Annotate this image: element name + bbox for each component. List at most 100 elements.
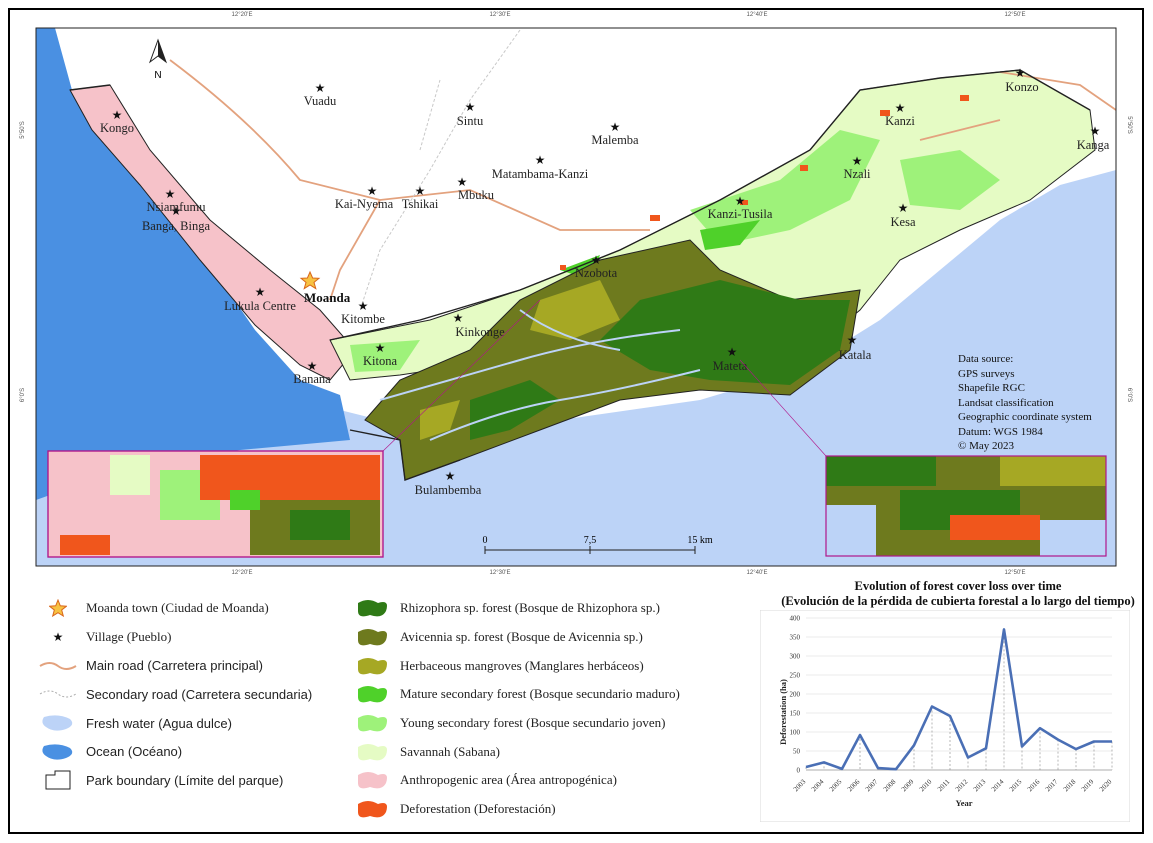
svg-text:Nsiamfumu: Nsiamfumu <box>146 200 206 214</box>
svg-text:0: 0 <box>483 535 488 546</box>
park-boundary-icon <box>38 768 78 792</box>
mature-secondary-patches <box>560 220 760 280</box>
svg-text:12°40'E: 12°40'E <box>747 12 768 18</box>
mangrove-channels <box>379 309 701 441</box>
svg-text:12°20'E: 12°20'E <box>232 12 253 18</box>
chart-y-tick-label: 0 <box>797 767 801 775</box>
moanda-town-marker <box>299 270 321 290</box>
fresh-water-swatch-icon <box>38 711 78 735</box>
avicennia-swatch-icon <box>352 625 392 649</box>
svg-text:★: ★ <box>112 108 123 122</box>
svg-text:Vuadu: Vuadu <box>304 94 337 108</box>
deforestation-swatch-icon <box>352 797 392 821</box>
svg-text:12°30'E: 12°30'E <box>490 12 511 18</box>
svg-text:Banga, Binga: Banga, Binga <box>142 219 210 233</box>
svg-text:★: ★ <box>847 333 858 347</box>
svg-text:★: ★ <box>445 469 456 483</box>
legend-park-boundary: Park boundary (Límite del parque) <box>38 766 348 795</box>
svg-text:Matambama-Kanzi: Matambama-Kanzi <box>492 167 589 181</box>
svg-text:★: ★ <box>307 359 318 373</box>
svg-text:★: ★ <box>367 184 378 198</box>
svg-text:★: ★ <box>375 341 386 355</box>
svg-text:Mbuku: Mbuku <box>458 188 495 202</box>
legend-secondary-road: Secondary road (Carretera secundaria) <box>38 680 348 709</box>
svg-text:N: N <box>154 70 161 81</box>
svg-text:Moanda: Moanda <box>304 290 351 305</box>
inset-right <box>825 455 1107 557</box>
svg-text:★: ★ <box>457 175 468 189</box>
legend-main-road: Main road (Carretera principal) <box>38 651 348 680</box>
village-markers: ★ ★ ★ ★ ★ ★ ★ ★ ★ ★ ★ ★ ★ ★ ★ ★ ★ ★ ★ ★ … <box>112 66 1101 483</box>
legend-left: Moanda town (Ciudad de Moanda) ★ Village… <box>38 594 348 795</box>
inset-left-leader <box>382 299 541 452</box>
map-border <box>35 27 1117 567</box>
scale-bar: 0 7,5 15 km <box>483 535 713 554</box>
svg-text:5°50'S: 5°50'S <box>20 121 26 139</box>
svg-text:Malemba: Malemba <box>591 133 639 147</box>
svg-text:Banana: Banana <box>293 372 331 386</box>
svg-text:Mateta: Mateta <box>713 359 748 373</box>
svg-text:6°0'S: 6°0'S <box>20 388 26 402</box>
svg-text:12°30'E: 12°30'E <box>490 570 511 576</box>
svg-text:Kitona: Kitona <box>363 354 397 368</box>
main-road <box>169 59 1117 301</box>
legend-herbaceous: Herbaceous mangroves (Manglares herbáceo… <box>352 651 742 680</box>
svg-text:Nzali: Nzali <box>843 167 871 181</box>
chart-y-tick-label: 100 <box>790 729 801 737</box>
svg-text:Tshikai: Tshikai <box>402 197 439 211</box>
mature-secondary-swatch-icon <box>352 682 392 706</box>
svg-text:12°50'E: 12°50'E <box>1005 570 1026 576</box>
svg-text:★: ★ <box>453 311 464 325</box>
young-secondary-patches <box>350 130 1000 372</box>
chart-y-tick-label: 200 <box>790 691 801 699</box>
svg-text:Kitombe: Kitombe <box>341 312 385 326</box>
svg-text:Kanzi: Kanzi <box>885 114 915 128</box>
svg-text:Kesa: Kesa <box>891 215 916 229</box>
chart-title: Evolution of forest cover loss over time <box>854 579 1062 593</box>
legend-mature-secondary: Mature secondary forest (Bosque secundar… <box>352 680 742 709</box>
legend-anthropogenic: Anthropogenic area (Área antropogénica) <box>352 766 742 795</box>
svg-text:Kanzi-Tusila: Kanzi-Tusila <box>708 207 773 221</box>
graticule-ticks: 12°20'E 12°30'E 12°40'E 12°50'E 12°20'E … <box>20 12 1132 576</box>
ocean-swatch-icon <box>38 740 78 764</box>
herbaceous-swatch-icon <box>352 654 392 678</box>
legend-right: Rhizophora sp. forest (Bosque de Rhizoph… <box>352 594 742 824</box>
svg-text:6°0'S: 6°0'S <box>1126 388 1132 402</box>
legend-rhizophora: Rhizophora sp. forest (Bosque de Rhizoph… <box>352 594 742 623</box>
chart-x-label: Year <box>956 798 973 808</box>
svg-text:★: ★ <box>315 81 326 95</box>
herbaceous-mangroves <box>420 280 620 440</box>
svg-text:Kanga: Kanga <box>1077 138 1110 152</box>
secondary-road-icon <box>38 682 78 706</box>
svg-text:★: ★ <box>727 345 738 359</box>
chart-area <box>760 610 1130 822</box>
svg-text:5°50'S: 5°50'S <box>1126 116 1132 134</box>
secondary-road <box>359 29 521 311</box>
chart-y-ticks: 0 50 100 150 200 250 300 350 400 <box>790 615 801 775</box>
svg-text:Kongo: Kongo <box>100 121 134 135</box>
chart-subtitle: (Evolución de la pérdida de cubierta for… <box>781 594 1135 608</box>
svg-text:15 km: 15 km <box>687 535 713 546</box>
chart-series-line <box>805 628 1112 771</box>
svg-text:★: ★ <box>895 101 906 115</box>
rhizophora-swatch-icon <box>352 596 392 620</box>
legend-moanda-town: Moanda town (Ciudad de Moanda) <box>38 594 348 623</box>
svg-text:★: ★ <box>358 299 369 313</box>
chart-y-tick-label: 150 <box>790 710 801 718</box>
svg-text:★: ★ <box>852 154 863 168</box>
svg-text:★: ★ <box>1090 124 1101 138</box>
inset-right-leader <box>739 359 827 457</box>
moanda-star-icon <box>38 596 78 620</box>
anthropogenic-swatch-icon <box>352 768 392 792</box>
svg-text:12°20'E: 12°20'E <box>232 570 253 576</box>
svg-text:Konzo: Konzo <box>1005 80 1038 94</box>
deforestation-spots <box>560 95 969 270</box>
svg-text:Katala: Katala <box>839 348 872 362</box>
chart-y-tick-label: 350 <box>790 634 801 642</box>
svg-text:★: ★ <box>898 201 909 215</box>
svg-text:Bulambemba: Bulambemba <box>415 483 482 497</box>
svg-text:★: ★ <box>591 253 602 267</box>
north-arrow: N <box>148 38 168 81</box>
svg-text:★: ★ <box>465 100 476 114</box>
